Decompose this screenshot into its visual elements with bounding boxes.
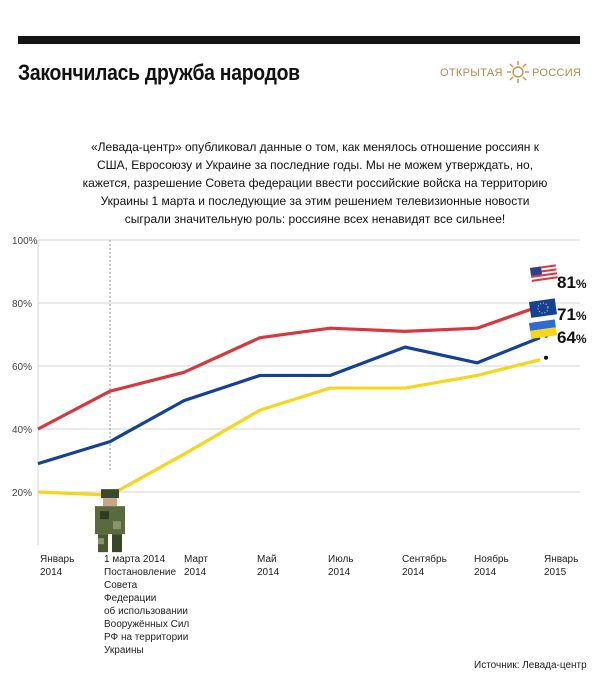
x-tick-label-line: 2014 [474,567,497,578]
x-tick-label-line: Январь [544,554,579,565]
end-value-label: 81% [557,273,587,292]
x-tick-label: Январь 2014 [40,553,74,579]
x-tick-label-line: 2014 [40,567,63,578]
top-rule [18,36,580,44]
y-tick-label: 20% [12,488,32,499]
x-tick-label-line: об использовании [104,606,188,617]
x-tick-label-line: Июль [328,554,354,565]
end-value-label: 64% [557,328,587,347]
y-tick-label: 80% [12,299,32,310]
x-tick-label: Ноябрь 2014 [474,553,509,579]
end-value-unit: % [576,332,587,346]
x-tick-label-line: Ноябрь [474,554,509,565]
end-value-label: 71% [557,305,587,324]
x-tick-label-line: Украины [104,645,144,656]
end-point-dot [544,355,548,360]
x-tick-label-line: Январь [40,554,75,565]
x-tick-label-line: 2014 [402,567,425,578]
series-line-eu [37,336,541,466]
flag-ukraine-icon [529,319,557,339]
sun-logo-icon [507,61,529,83]
x-tick-label-line: 2014 [257,567,280,578]
series-line-usa [37,304,541,431]
x-tick-label-line: Май [257,554,277,565]
x-tick-label-line: 2014 [184,567,207,578]
x-tick-label: Март 2014 [184,553,208,579]
line-chart: 100% 80% 60% 40% 20% 81% 71% 64% [12,236,587,553]
logo: ОТКРЫТАЯ РОССИЯ [440,61,582,85]
y-tick-label: 100% [12,236,38,247]
x-tick-label-line: 1 марта 2014 [104,554,166,565]
logo-word-right: РОССИЯ [532,67,582,79]
soldier-icon [95,489,125,553]
x-tick-label: Сентябрь 2014 [402,553,447,579]
series-line-ukraine [37,358,541,497]
x-tick-label-line: Сентябрь [402,554,447,565]
x-tick-label-line: Федерации [104,593,157,604]
end-value-unit: % [576,277,587,291]
x-tick-label: Июль 2014 [328,553,354,579]
x-tick-label-line: 2015 [544,567,567,578]
y-tick-label: 40% [12,425,32,436]
source-note: Источник: Левада-центр [474,660,587,671]
x-tick-label-line: РФ на территории [104,632,189,643]
end-value-unit: % [576,309,587,323]
y-tick-label: 60% [12,362,32,373]
flag-eu-icon [529,298,557,318]
x-tick-label-line: Вооружённых Сил [104,619,190,630]
x-tick-label-line: Совета [104,580,138,591]
page-title: Закончилась дружба народов [18,60,300,85]
x-tick-label-line: Март [184,554,208,565]
x-tick-label-line: 2014 [328,567,351,578]
x-tick-label: Май 2014 [257,553,279,579]
intro-text: «Левада-центр» опубликовал данные о том,… [82,140,548,226]
x-tick-label: Январь 2015 [544,553,578,579]
flag-usa-icon [530,264,558,284]
x-tick-label: 1 марта 2014 Постановление Совета Федерации… [104,553,189,657]
x-tick-label-line: Постановление [104,567,177,578]
logo-word-left: ОТКРЫТАЯ [440,67,503,79]
